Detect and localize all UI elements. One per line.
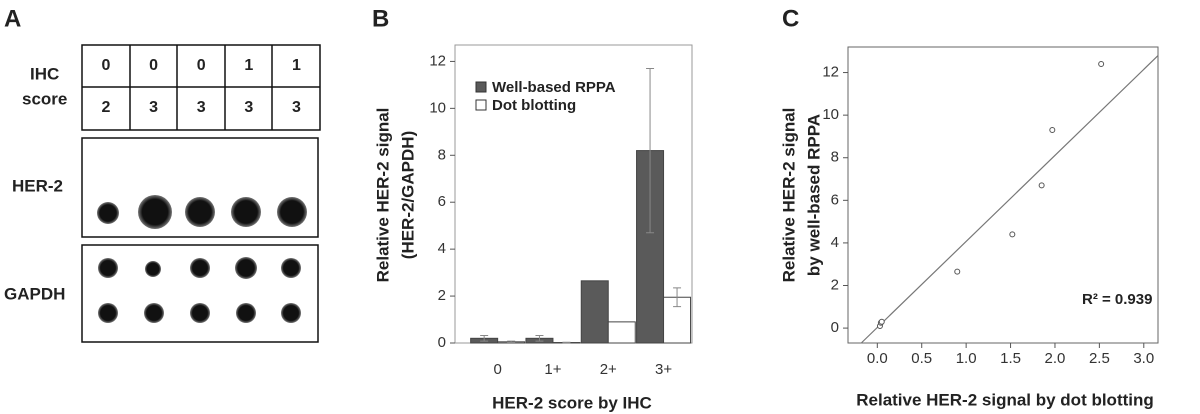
bar <box>580 280 609 344</box>
table-cell: 3 <box>244 99 253 116</box>
point <box>1009 231 1016 238</box>
y-axis-label: by well-based RPPA <box>804 114 823 276</box>
error-bar <box>673 287 682 308</box>
table-cell: 3 <box>149 99 158 116</box>
row-label: IHC <box>30 64 59 83</box>
y-tick-label: 0 <box>831 319 839 336</box>
table-cell: 1 <box>244 57 253 74</box>
table-cell: 0 <box>149 57 158 74</box>
y-tick-label: 2 <box>831 276 839 293</box>
y-tick-label: 8 <box>438 146 446 163</box>
legend-swatch <box>475 99 487 111</box>
point <box>1038 182 1045 189</box>
x-tick-label: 1.5 <box>1000 350 1021 367</box>
legend-label: Dot blotting <box>492 97 576 114</box>
x-tick-label: 1+ <box>544 361 561 378</box>
x-tick-label: 2.5 <box>1089 350 1110 367</box>
table-cell: 0 <box>102 57 111 74</box>
blot-dots <box>97 195 307 323</box>
x-tick-label: 3.0 <box>1133 350 1154 367</box>
y-axis-label: Relative HER-2 signal <box>779 108 798 283</box>
annotation: R² = 0.939 <box>1082 291 1152 308</box>
point <box>1098 61 1105 68</box>
error-bar <box>480 334 489 342</box>
x-tick-label: 0 <box>493 361 501 378</box>
y-tick-label: 4 <box>438 240 446 257</box>
y-tick-label: 8 <box>831 149 839 166</box>
blot-label: GAPDH <box>4 284 65 303</box>
legend-label: Well-based RPPA <box>492 79 616 96</box>
panel-label: A <box>4 5 21 32</box>
panel-label: B <box>372 5 389 32</box>
table-cell: 0 <box>197 57 206 74</box>
error-bar <box>507 340 516 344</box>
y-tick-label: 12 <box>429 52 446 69</box>
fit-line <box>860 55 1159 344</box>
y-tick-label: 12 <box>822 64 839 81</box>
x-tick-label: 2+ <box>600 361 617 378</box>
point <box>954 268 961 275</box>
x-tick-label: 1.0 <box>956 350 977 367</box>
table-cell: 3 <box>292 99 301 116</box>
x-tick-label: 3+ <box>655 361 672 378</box>
y-axis-label: Relative HER-2 signal <box>373 108 392 283</box>
x-axis-label: HER-2 score by IHC <box>492 393 652 412</box>
row-label: score <box>22 89 67 108</box>
point <box>878 318 885 325</box>
x-tick-label: 2.0 <box>1045 350 1066 367</box>
table-cell: 3 <box>197 99 206 116</box>
legend-swatch <box>475 81 487 93</box>
y-tick-label: 0 <box>438 334 446 351</box>
x-tick-label: 0.0 <box>867 350 888 367</box>
panel-label: C <box>782 5 799 32</box>
y-tick-label: 6 <box>438 193 446 210</box>
point <box>1049 127 1056 134</box>
error-bar <box>646 67 655 234</box>
y-tick-label: 2 <box>438 287 446 304</box>
bar <box>663 296 692 344</box>
table-cell: 2 <box>102 99 111 116</box>
plot-frame <box>847 46 1159 344</box>
table-cell: 1 <box>292 57 301 74</box>
y-tick-label: 10 <box>822 106 839 123</box>
x-tick-label: 0.5 <box>911 350 932 367</box>
y-tick-label: 4 <box>831 234 839 251</box>
x-axis-label: Relative HER-2 signal by dot blotting <box>856 390 1154 409</box>
bar <box>607 321 636 344</box>
y-axis-label: (HER-2/GAPDH) <box>398 131 417 259</box>
blot-label: HER-2 <box>12 176 63 195</box>
error-bar <box>535 334 544 342</box>
y-tick-label: 6 <box>831 191 839 208</box>
table-grid <box>81 44 321 343</box>
y-tick-label: 10 <box>429 99 446 116</box>
